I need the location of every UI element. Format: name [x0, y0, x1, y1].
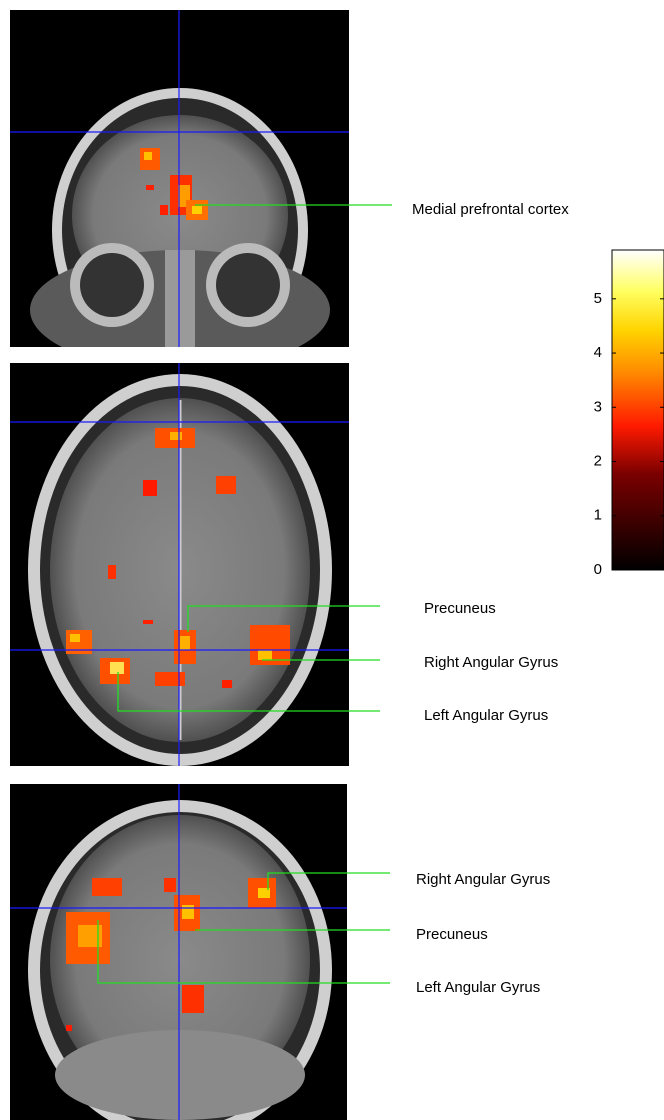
- colorbar-tick-label: 1: [594, 507, 602, 524]
- scan-panel: [10, 363, 349, 766]
- region-label: Right Angular Gyrus: [424, 654, 558, 671]
- region-label: Precuneus: [416, 926, 488, 943]
- region-label: Left Angular Gyrus: [424, 707, 548, 724]
- colorbar-tick-label: 5: [594, 290, 602, 307]
- colorbar: [612, 250, 664, 570]
- colorbar-tick-label: 4: [594, 344, 602, 361]
- scan-panel: [10, 784, 347, 1120]
- colorbar-tick-label: 3: [594, 398, 602, 415]
- region-label: Precuneus: [424, 600, 496, 617]
- region-label: Right Angular Gyrus: [416, 871, 550, 888]
- colorbar-tick-label: 2: [594, 452, 602, 469]
- figure: Medial prefrontal cortex Precuneus Right…: [0, 0, 664, 1120]
- colorbar-tick-label: 0: [594, 561, 602, 578]
- scan-panel: [10, 10, 349, 372]
- region-label: Medial prefrontal cortex: [412, 201, 569, 218]
- region-label: Left Angular Gyrus: [416, 979, 540, 996]
